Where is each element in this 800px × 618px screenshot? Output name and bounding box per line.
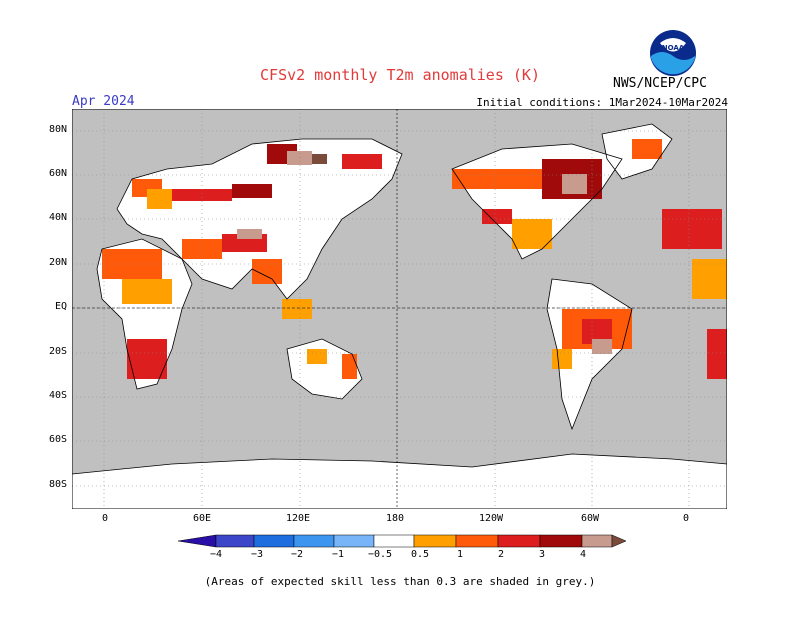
logo-text: NOAA (662, 44, 685, 52)
colorbar-segment (333, 534, 375, 548)
noaa-logo: NOAA (650, 30, 696, 76)
anomaly-patch (312, 154, 327, 164)
coast-southamerica (546, 278, 633, 431)
colorbar-label: 2 (497, 549, 505, 560)
anomaly-patch (342, 154, 382, 169)
anomaly-patch (552, 349, 572, 369)
colorbar-segment (177, 534, 217, 548)
coast-antarctica (72, 453, 727, 509)
colorbar-segment (373, 534, 415, 548)
lon-label: 60E (192, 513, 212, 524)
anomaly-patch (632, 139, 662, 159)
colorbar-label: −4 (209, 549, 223, 560)
colorbar-label: 4 (579, 549, 587, 560)
colorbar-label: 0.5 (410, 549, 430, 560)
coastlines (72, 123, 727, 509)
grid-lines (72, 109, 727, 509)
lat-label: 60N (48, 168, 67, 179)
anomaly-patch (122, 279, 172, 304)
anomaly-patch (127, 339, 167, 379)
colorbar-segment (539, 534, 583, 548)
lon-label: 60W (580, 513, 600, 524)
coast-australia (286, 338, 363, 400)
lat-label: 60S (48, 434, 67, 445)
lon-label: 120W (478, 513, 504, 524)
lon-label: 180 (385, 513, 405, 524)
colorbar-label: −3 (250, 549, 264, 560)
anomaly-patches (102, 139, 727, 379)
forecast-month: Apr 2024 (72, 94, 135, 109)
anomaly-map (72, 109, 727, 509)
anomaly-patch (282, 299, 312, 319)
colorbar-segment (497, 534, 541, 548)
anomaly-patch (307, 349, 327, 364)
lat-label: 20N (48, 257, 67, 268)
anomaly-patch (232, 184, 272, 198)
colorbar-label: 3 (538, 549, 546, 560)
colorbar-segment (581, 534, 613, 548)
agency-label: NWS/NCEP/CPC (613, 76, 707, 91)
colorbar (177, 534, 627, 548)
lat-label: 40N (48, 212, 67, 223)
anomaly-patch (147, 189, 172, 209)
colorbar-segment (215, 534, 255, 548)
colorbar-label: −2 (290, 549, 304, 560)
colorbar-segment (611, 534, 627, 548)
anomaly-patch (707, 329, 727, 379)
anomaly-patch (592, 339, 612, 354)
colorbar-segment (455, 534, 499, 548)
initial-conditions: Initial conditions: 1Mar2024-10Mar2024 (476, 96, 728, 109)
colorbar-segment (413, 534, 457, 548)
lon-label: 0 (101, 513, 109, 524)
colorbar-label: 1 (456, 549, 464, 560)
anomaly-patch (172, 189, 232, 201)
lon-label: 120E (285, 513, 311, 524)
map-title: CFSv2 monthly T2m anomalies (K) (260, 66, 540, 84)
lat-label: 80N (48, 124, 67, 135)
anomaly-patch (287, 151, 312, 165)
anomaly-patch (692, 259, 727, 299)
anomaly-patch (562, 174, 587, 194)
coast-eurasia (116, 138, 403, 300)
colorbar-label: −1 (331, 549, 345, 560)
colorbar-label: −0.5 (367, 549, 393, 560)
anomaly-patch (662, 209, 722, 249)
anomaly-patch (342, 354, 357, 379)
land-antarctica (72, 454, 727, 509)
lat-label: 40S (48, 390, 67, 401)
coast-greenland (601, 123, 673, 180)
anomaly-patch (482, 209, 512, 224)
lat-label: 20S (48, 346, 67, 357)
colorbar-segment (253, 534, 295, 548)
lat-label: 80S (48, 479, 67, 490)
lat-label: EQ (54, 301, 67, 312)
anomaly-patch (512, 219, 552, 249)
lon-label: 0 (682, 513, 690, 524)
footnote: (Areas of expected skill less than 0.3 a… (204, 575, 596, 588)
coast-northamerica (451, 143, 623, 260)
coast-africa (96, 238, 193, 390)
anomaly-patch (237, 229, 262, 239)
colorbar-segment (293, 534, 335, 548)
